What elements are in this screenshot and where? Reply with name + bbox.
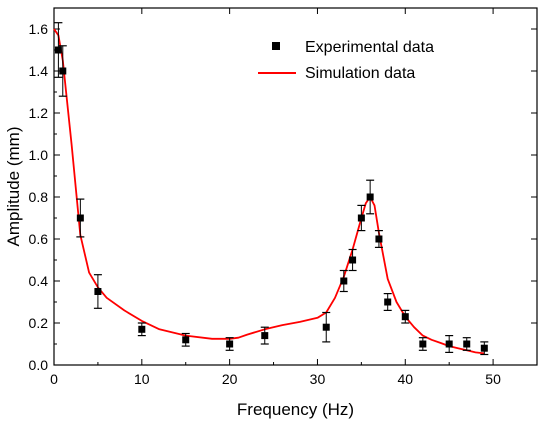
experimental-marker — [226, 340, 234, 348]
data-point — [383, 293, 392, 311]
x-axis: 0 10 20 30 40 50 — [50, 8, 501, 387]
y-tick-label: 1.6 — [29, 21, 49, 37]
data-point — [480, 341, 489, 356]
data-point — [93, 274, 102, 309]
experimental-marker — [480, 344, 488, 352]
y-tick-label: 0.4 — [29, 273, 49, 289]
experimental-marker-layer — [54, 22, 489, 356]
data-point — [462, 337, 471, 351]
simulation-line — [53, 28, 485, 355]
experimental-marker — [401, 313, 409, 321]
x-tick-label: 10 — [134, 371, 150, 387]
y-axis-title: Amplitude (mm) — [4, 127, 23, 247]
legend-marker-experimental — [272, 42, 280, 50]
y-tick-label: 0.0 — [29, 357, 49, 373]
y-tick-label: 0.6 — [29, 231, 49, 247]
data-point — [181, 332, 190, 347]
experimental-marker — [445, 340, 453, 348]
y-axis: 0.0 0.2 0.4 0.6 0.8 1.0 1.2 1.4 1.6 — [29, 7, 537, 373]
data-point — [339, 269, 348, 293]
y-tick-label: 0.2 — [29, 315, 49, 331]
data-point — [357, 204, 366, 232]
y-tick-label: 1.4 — [29, 63, 49, 79]
x-tick-label: 30 — [310, 371, 326, 387]
experimental-marker — [419, 340, 427, 348]
x-tick-label: 20 — [222, 371, 238, 387]
data-point — [225, 337, 234, 351]
experimental-marker — [366, 193, 374, 201]
data-point — [348, 248, 357, 272]
experimental-marker — [384, 298, 392, 306]
experimental-marker — [76, 214, 84, 222]
data-point — [374, 230, 383, 248]
experimental-marker — [94, 288, 102, 295]
experimental-marker — [59, 67, 67, 75]
experimental-marker — [349, 256, 357, 264]
legend-label-simulation: Simulation data — [305, 65, 415, 82]
x-tick-label: 50 — [485, 371, 501, 387]
x-tick-label: 0 — [50, 371, 58, 387]
data-point — [54, 22, 63, 78]
plot-border — [53, 7, 538, 366]
data-point — [137, 322, 146, 337]
data-point — [260, 326, 269, 345]
simulation-line-layer — [53, 28, 485, 355]
experimental-marker — [463, 340, 471, 348]
legend-label-experimental: Experimental data — [305, 39, 434, 56]
data-point — [322, 311, 331, 343]
data-point — [76, 198, 85, 238]
data-point — [418, 337, 427, 351]
experimental-marker — [357, 214, 365, 222]
x-axis-title: Frequency (Hz) — [237, 400, 354, 419]
y-tick-label: 1.0 — [29, 147, 49, 163]
experimental-marker — [340, 277, 348, 285]
experimental-marker — [322, 323, 330, 331]
plot-frame — [53, 7, 538, 366]
data-point — [58, 45, 67, 97]
data-point — [366, 179, 375, 215]
data-point — [445, 335, 454, 353]
experimental-marker — [261, 332, 269, 340]
x-tick-label: 40 — [397, 371, 413, 387]
experimental-marker — [54, 46, 62, 54]
experimental-marker — [375, 235, 383, 243]
y-tick-label: 0.8 — [29, 189, 49, 205]
experimental-marker — [138, 325, 146, 333]
experimental-marker — [182, 336, 190, 344]
y-tick-label: 1.2 — [29, 105, 49, 121]
data-point — [401, 309, 410, 324]
legend: Experimental data Simulation data — [258, 39, 434, 82]
